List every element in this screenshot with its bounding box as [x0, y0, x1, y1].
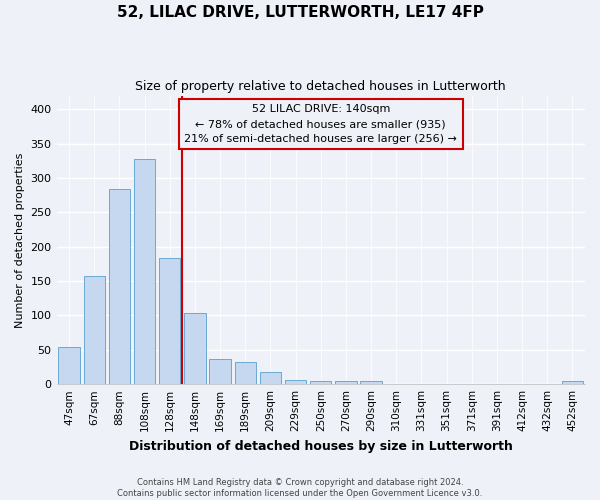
- Text: Contains HM Land Registry data © Crown copyright and database right 2024.
Contai: Contains HM Land Registry data © Crown c…: [118, 478, 482, 498]
- Title: Size of property relative to detached houses in Lutterworth: Size of property relative to detached ho…: [136, 80, 506, 93]
- Bar: [83, 276, 105, 384]
- Y-axis label: Number of detached properties: Number of detached properties: [15, 152, 25, 328]
- Bar: [562, 380, 583, 384]
- Bar: [209, 359, 231, 384]
- Bar: [260, 372, 281, 384]
- Bar: [235, 362, 256, 384]
- Bar: [184, 314, 206, 384]
- Bar: [361, 380, 382, 384]
- Bar: [134, 159, 155, 384]
- X-axis label: Distribution of detached houses by size in Lutterworth: Distribution of detached houses by size …: [129, 440, 513, 452]
- Bar: [335, 380, 356, 384]
- Text: 52 LILAC DRIVE: 140sqm
← 78% of detached houses are smaller (935)
21% of semi-de: 52 LILAC DRIVE: 140sqm ← 78% of detached…: [184, 104, 457, 144]
- Bar: [285, 380, 307, 384]
- Bar: [159, 258, 181, 384]
- Bar: [109, 189, 130, 384]
- Bar: [58, 347, 80, 384]
- Bar: [310, 380, 331, 384]
- Text: 52, LILAC DRIVE, LUTTERWORTH, LE17 4FP: 52, LILAC DRIVE, LUTTERWORTH, LE17 4FP: [116, 5, 484, 20]
